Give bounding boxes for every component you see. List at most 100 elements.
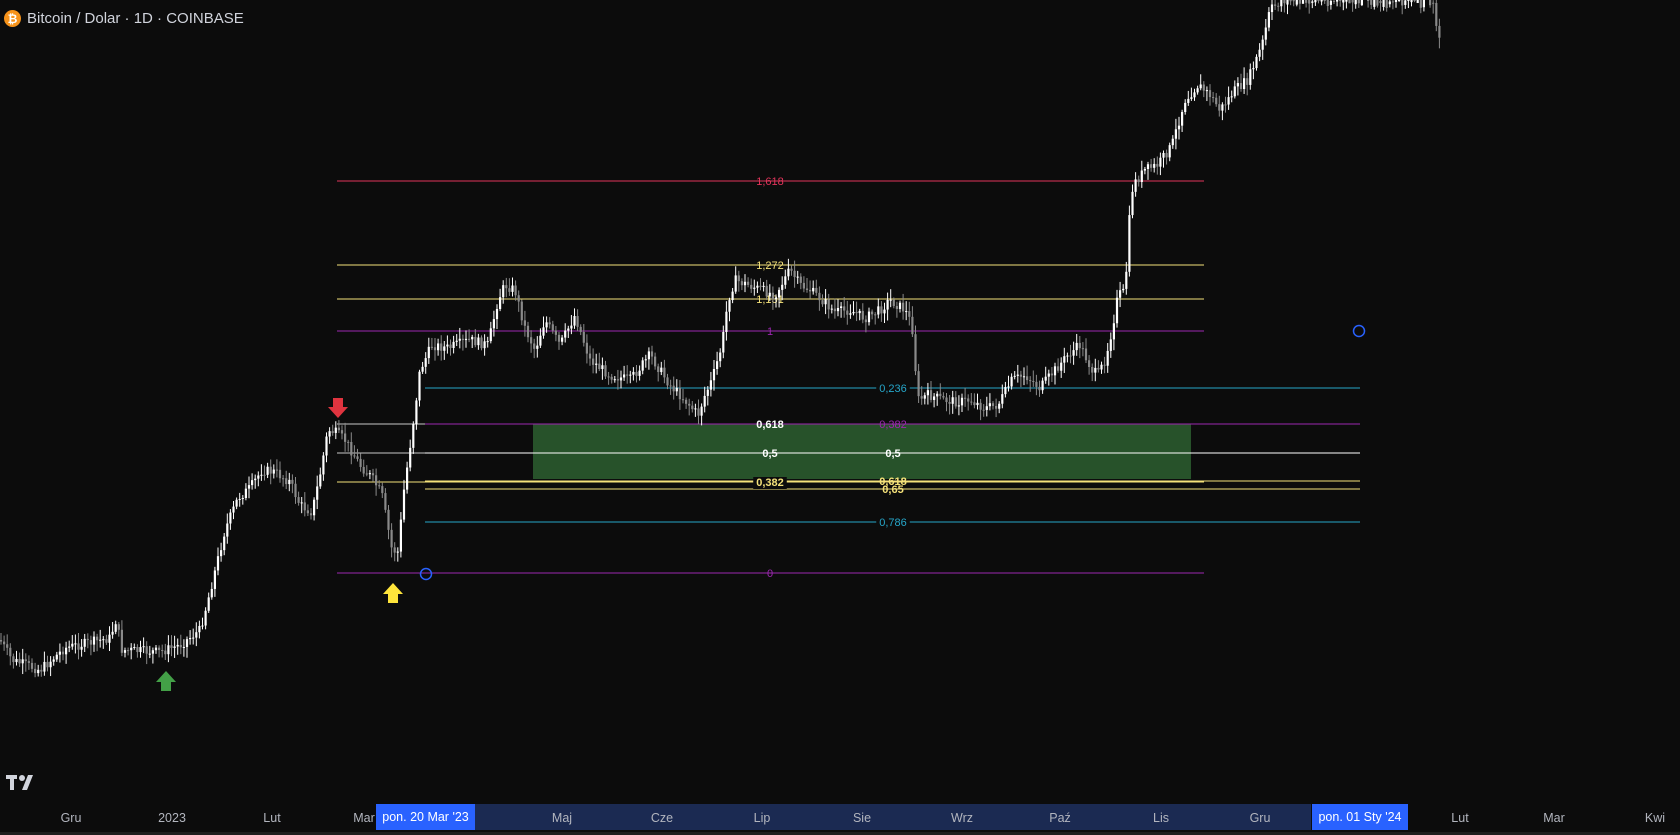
candle-body [1215, 97, 1218, 105]
candle-body [601, 365, 604, 370]
candle-body [1156, 163, 1159, 167]
candle-body [700, 406, 703, 416]
candle-body [1267, 12, 1270, 28]
candle-body [347, 441, 350, 443]
candle-body [43, 661, 46, 672]
candle-body [1187, 98, 1190, 103]
tradingview-logo-icon[interactable] [6, 773, 36, 796]
candle-body [691, 405, 694, 410]
candle-body [455, 340, 458, 342]
candle-body [564, 330, 567, 338]
fib-extension-label: 1,272 [756, 260, 784, 272]
candle-body [774, 297, 778, 300]
candle-body [375, 475, 378, 486]
candle-body [468, 338, 471, 340]
candle-body [164, 650, 167, 655]
candle-body [1416, 0, 1419, 4]
candle-body [1125, 271, 1128, 289]
candle-body [340, 430, 344, 434]
time-axis-label: Cze [650, 811, 674, 825]
candle-body [1255, 56, 1258, 69]
candle-body [61, 651, 65, 655]
candle-body [356, 456, 359, 459]
candle-body [390, 529, 393, 548]
fib-retracement-label: 0,786 [879, 517, 907, 529]
candle-body [1339, 0, 1342, 1]
candle-body [1004, 386, 1007, 395]
candle-body [1438, 25, 1441, 38]
candle-body [765, 285, 768, 297]
candle-body [111, 631, 114, 635]
candle-body [641, 360, 644, 371]
candle-body [1119, 290, 1122, 298]
candle-body [154, 647, 158, 651]
green-arrow-up-icon [156, 671, 176, 691]
candle-body [638, 370, 641, 376]
candle-body [557, 334, 561, 342]
candle-body [1230, 96, 1233, 98]
candle-body [371, 473, 375, 476]
candle-body [1050, 373, 1053, 376]
candle-body [694, 408, 697, 410]
candle-body [474, 336, 477, 346]
candle-body [883, 309, 886, 314]
candle-body [895, 306, 898, 309]
candle-body [1243, 78, 1246, 89]
candle-body [257, 475, 260, 479]
candle-body [1199, 84, 1202, 89]
candle-body [827, 299, 830, 310]
candle-body [1153, 163, 1156, 168]
candle-body [437, 343, 440, 351]
candle-body [688, 403, 691, 406]
candle-body [920, 396, 923, 399]
candle-body [1236, 83, 1239, 87]
candle-body [753, 287, 756, 289]
candle-body [1177, 125, 1181, 130]
candle-body [973, 402, 976, 406]
fib-retracement-label: 0,236 [879, 383, 907, 395]
fib-label-background [876, 383, 910, 395]
candle-body [582, 331, 585, 343]
time-axis[interactable]: pon. 20 Mar '23 pon. 01 Sty '24 Gru 2023 L… [0, 804, 1680, 832]
candle-body [418, 371, 421, 401]
candle-body [145, 646, 148, 654]
candle-body [415, 400, 418, 425]
candle-body [892, 299, 895, 307]
candle-body [1317, 0, 1320, 2]
fib-retracement-label: 0,618 [756, 419, 784, 431]
candle-body [486, 341, 489, 343]
candle-body [368, 473, 371, 475]
candle-body [731, 291, 734, 301]
candle-body [427, 346, 430, 359]
candle-body [1401, 0, 1404, 6]
price-chart[interactable]: 1,6181,2721,131100,2360,3820,50,6180,650… [0, 0, 1680, 804]
candle-body [1137, 179, 1140, 183]
candle-body [561, 337, 564, 342]
candle-body [905, 311, 908, 313]
candle-body [793, 270, 796, 278]
candle-body [1063, 356, 1066, 363]
candle-body [409, 447, 412, 468]
candle-body [790, 268, 793, 271]
candle-body [809, 289, 812, 292]
time-axis-label: Gru [1249, 811, 1271, 825]
candle-body [843, 306, 846, 311]
candle-body [58, 651, 61, 655]
candle-body [1013, 375, 1016, 377]
candle-body [1332, 0, 1336, 2]
candle-body [1165, 152, 1168, 158]
candle-body [629, 374, 632, 376]
candle-body [393, 547, 396, 553]
candle-body [65, 647, 68, 655]
fib-extension-label: 0 [767, 568, 773, 580]
candle-body [1264, 27, 1267, 40]
candle-body [396, 551, 399, 553]
candle-body [743, 281, 747, 286]
candle-body [898, 302, 902, 309]
candle-body [480, 337, 483, 349]
candle-body [982, 409, 985, 411]
candle-body [495, 308, 499, 320]
candle-body [644, 359, 647, 361]
time-axis-label: Mar [1543, 811, 1565, 825]
candle-body [505, 285, 508, 289]
